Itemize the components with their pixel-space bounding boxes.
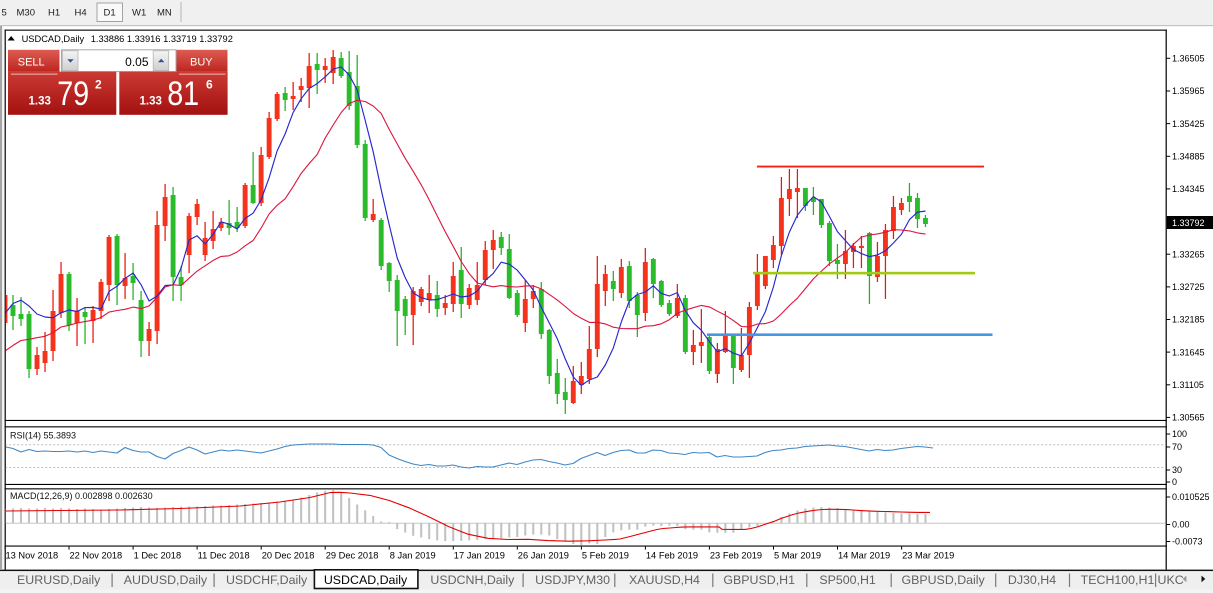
svg-text:17 Jan 2019: 17 Jan 2019 [454, 551, 505, 561]
svg-text:AUDUSD,Daily: AUDUSD,Daily [124, 573, 208, 587]
svg-text:MACD(12,26,9) 0.002898 0.00263: MACD(12,26,9) 0.002898 0.002630 [10, 491, 153, 501]
svg-text:29 Dec 2018: 29 Dec 2018 [326, 551, 379, 561]
svg-text:0: 0 [1172, 477, 1177, 487]
svg-text:MN: MN [157, 8, 172, 19]
svg-text:30: 30 [1172, 465, 1182, 475]
svg-text:100: 100 [1172, 429, 1187, 439]
svg-text:81: 81 [167, 75, 199, 113]
svg-text:RSI(14) 55.3893: RSI(14) 55.3893 [10, 431, 76, 441]
svg-text:70: 70 [1172, 442, 1182, 452]
svg-text:USDJPY,M30: USDJPY,M30 [535, 573, 610, 587]
svg-text:GBPUSD,Daily: GBPUSD,Daily [901, 573, 985, 587]
svg-text:H4: H4 [75, 8, 87, 19]
svg-text:26 Jan 2019: 26 Jan 2019 [518, 551, 569, 561]
svg-text:23 Feb 2019: 23 Feb 2019 [710, 551, 762, 561]
svg-text:DJ30,H4: DJ30,H4 [1008, 573, 1056, 587]
svg-text:14 Mar 2019: 14 Mar 2019 [838, 551, 890, 561]
svg-text:0.010525: 0.010525 [1172, 492, 1210, 502]
svg-text:1.34885: 1.34885 [1172, 152, 1205, 162]
svg-text:GBPUSD,H1: GBPUSD,H1 [723, 573, 795, 587]
svg-text:1.30565: 1.30565 [1172, 413, 1205, 423]
svg-text:USDCNH,Daily: USDCNH,Daily [430, 573, 515, 587]
svg-text:1.31105: 1.31105 [1172, 380, 1204, 390]
svg-text:BUY: BUY [190, 56, 213, 68]
svg-text:1.36505: 1.36505 [1172, 54, 1205, 64]
svg-text:1 Dec 2018: 1 Dec 2018 [134, 551, 182, 561]
svg-text:5: 5 [2, 8, 7, 19]
svg-text:20 Dec 2018: 20 Dec 2018 [262, 551, 315, 561]
svg-text:1.32725: 1.32725 [1172, 282, 1205, 292]
svg-text:0.05: 0.05 [125, 55, 149, 69]
svg-text:1.35965: 1.35965 [1172, 86, 1205, 96]
svg-text:XAUUSD,H4: XAUUSD,H4 [629, 573, 700, 587]
svg-text:13 Nov 2018: 13 Nov 2018 [6, 551, 59, 561]
svg-text:USDCAD,Daily: USDCAD,Daily [22, 34, 85, 44]
svg-text:5 Mar 2019: 5 Mar 2019 [774, 551, 821, 561]
svg-text:1.34345: 1.34345 [1172, 184, 1205, 194]
svg-text:1.33886 1.33916 1.33719 1.3379: 1.33886 1.33916 1.33719 1.33792 [91, 34, 233, 44]
svg-text:1.33: 1.33 [140, 96, 162, 108]
svg-text:SELL: SELL [18, 56, 45, 68]
svg-text:-0.0073: -0.0073 [1172, 537, 1203, 547]
svg-text:1.35425: 1.35425 [1172, 119, 1205, 129]
svg-text:UKC: UKC [1158, 573, 1184, 587]
svg-text:EURUSD,Daily: EURUSD,Daily [17, 573, 101, 587]
svg-text:14 Feb 2019: 14 Feb 2019 [646, 551, 698, 561]
svg-text:USDCHF,Daily: USDCHF,Daily [226, 573, 308, 587]
svg-text:W1: W1 [132, 8, 146, 19]
svg-text:TECH100,H1: TECH100,H1 [1081, 573, 1155, 587]
svg-text:USDCAD,Daily: USDCAD,Daily [324, 573, 408, 587]
svg-text:SP500,H1: SP500,H1 [819, 573, 876, 587]
svg-text:1.31645: 1.31645 [1172, 347, 1205, 357]
svg-text:1.33265: 1.33265 [1172, 249, 1205, 259]
svg-text:79: 79 [57, 75, 89, 113]
svg-text:1.33: 1.33 [29, 96, 51, 108]
svg-text:5 Feb 2019: 5 Feb 2019 [582, 551, 629, 561]
svg-text:H1: H1 [48, 8, 60, 19]
svg-text:23 Mar 2019: 23 Mar 2019 [902, 551, 954, 561]
svg-text:2: 2 [95, 77, 102, 91]
svg-text:22 Nov 2018: 22 Nov 2018 [70, 551, 123, 561]
svg-text:8 Jan 2019: 8 Jan 2019 [390, 551, 436, 561]
svg-text:1.32185: 1.32185 [1172, 315, 1205, 325]
svg-text:1.33792: 1.33792 [1172, 218, 1205, 228]
svg-text:6: 6 [206, 77, 213, 91]
svg-text:D1: D1 [104, 8, 116, 19]
svg-text:M30: M30 [17, 8, 35, 19]
svg-text:0.00: 0.00 [1172, 520, 1190, 530]
svg-text:11 Dec 2018: 11 Dec 2018 [198, 551, 250, 561]
